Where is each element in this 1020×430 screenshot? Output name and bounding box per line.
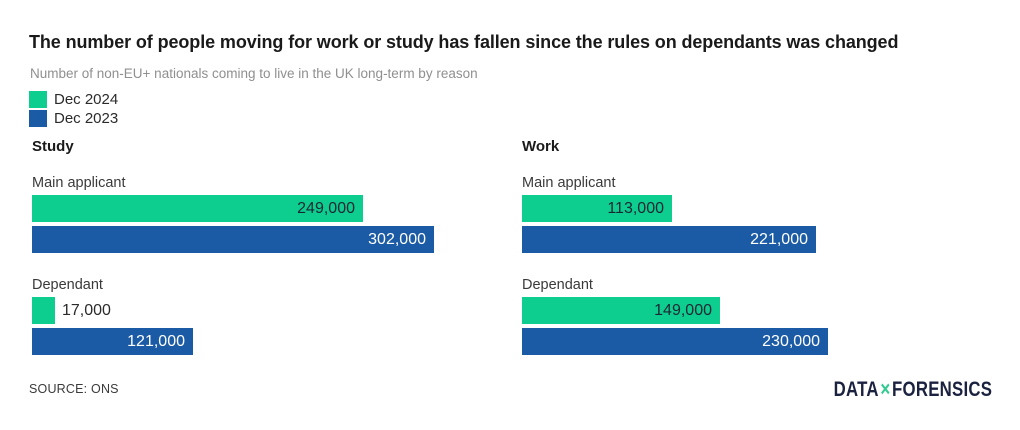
bar-row-dec-2024: 17,000 [32, 297, 512, 324]
panel-work-groups: Main applicant 113,000 221,000 Dependant 149… [522, 174, 1002, 355]
bar-row-dec-2023: 230,000 [522, 328, 1002, 355]
bar-value-label: 221,000 [750, 230, 808, 248]
panel-work: Work Main applicant 113,000 221,000 Dependa… [522, 138, 1002, 359]
bar-row-dec-2024: 113,000 [522, 195, 1002, 222]
bar: 302,000 [32, 226, 434, 253]
group-label: Main applicant [522, 175, 616, 191]
bar: 121,000 [32, 328, 193, 355]
group-label: Dependant [522, 277, 593, 293]
legend: Dec 2024 Dec 2023 [29, 90, 118, 128]
legend-swatch-dec-2023 [29, 109, 47, 127]
bar: 149,000 [522, 297, 720, 324]
panel-title-study: Study [32, 138, 74, 155]
bar-value-label: 302,000 [368, 230, 426, 248]
bar-group: Main applicant 249,000 302,000 [32, 174, 512, 253]
legend-label: Dec 2024 [54, 90, 119, 108]
bar-row-dec-2023: 221,000 [522, 226, 1002, 253]
legend-item-dec-2023: Dec 2023 [29, 109, 118, 127]
chart-subtitle: Number of non-EU+ nationals coming to li… [30, 66, 478, 81]
bar-row-dec-2024: 249,000 [32, 195, 512, 222]
source-note: SOURCE: ONS [29, 382, 119, 396]
bar-group: Dependant 149,000 230,000 [522, 276, 1002, 355]
legend-label: Dec 2023 [54, 109, 119, 127]
group-label: Main applicant [32, 175, 126, 191]
panel-title-work: Work [522, 138, 560, 155]
panel-study: Study Main applicant 249,000 302,000 Depend… [32, 138, 512, 359]
bar-value-label: 121,000 [127, 332, 185, 350]
bar-row-dec-2023: 302,000 [32, 226, 512, 253]
legend-item-dec-2024: Dec 2024 [29, 90, 118, 108]
bar: 230,000 [522, 328, 828, 355]
bar: 249,000 [32, 195, 363, 222]
brand-part2: FORENSICS [891, 378, 992, 401]
chart-title: The number of people moving for work or … [29, 32, 899, 52]
bar-value-label: 17,000 [62, 301, 111, 319]
group-label: Dependant [32, 277, 103, 293]
bar-value-label: 149,000 [654, 301, 712, 319]
panel-study-groups: Main applicant 249,000 302,000 Dependant 17,… [32, 174, 512, 355]
brand-x-icon: × [880, 378, 891, 401]
bar: 113,000 [522, 195, 672, 222]
bar-group: Dependant 17,000 121,000 [32, 276, 512, 355]
bar-value-label: 249,000 [297, 199, 355, 217]
bar-row-dec-2023: 121,000 [32, 328, 512, 355]
bar-row-dec-2024: 149,000 [522, 297, 1002, 324]
legend-swatch-dec-2024 [29, 90, 47, 108]
bar-value-label: 230,000 [762, 332, 820, 350]
bar-value-label: 113,000 [607, 199, 664, 217]
brand-logo: DATA×FORENSICS [833, 378, 992, 402]
bar-group: Main applicant 113,000 221,000 [522, 174, 1002, 253]
bar [32, 297, 55, 324]
brand-part1: DATA [833, 378, 879, 401]
bar: 221,000 [522, 226, 816, 253]
